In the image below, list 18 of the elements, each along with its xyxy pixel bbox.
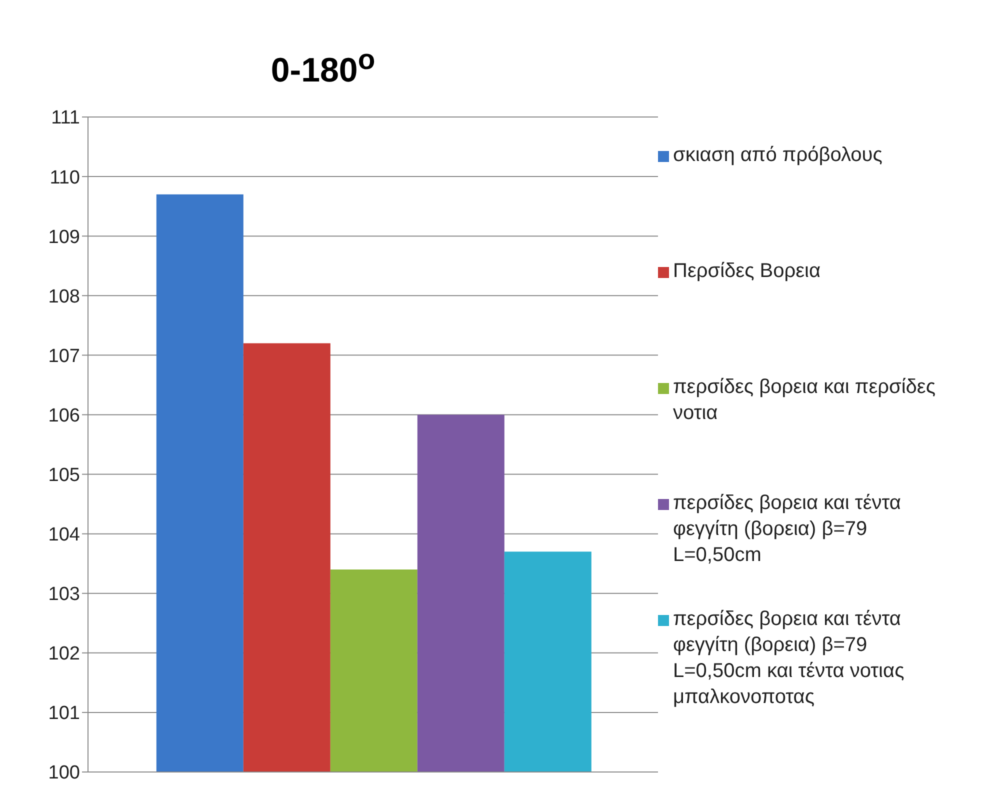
y-tick-label: 100 — [48, 762, 80, 784]
y-tick-label: 103 — [48, 584, 80, 606]
legend-label: Περσίδες Βορεια — [673, 259, 821, 284]
y-tick-label: 110 — [50, 167, 80, 188]
y-tick-label: 106 — [48, 405, 80, 426]
y-tick-label: 104 — [48, 524, 80, 546]
chart-title: 0-180$^{o}$ — [270, 43, 376, 92]
legend-label: περσίδες βορεια και τέντα φεγγίτη (βορεια) β=79 L=0,50cm — [673, 491, 902, 568]
y-tick-label: 101 — [48, 703, 80, 724]
y-tick-label: 102 — [48, 644, 80, 665]
legend-label: περσίδες βορεια και περσίδες νοτια — [673, 375, 936, 426]
legend-label: σκιαση από πρόβολους — [673, 143, 882, 168]
y-tick-label: 108 — [48, 286, 80, 308]
y-tick-label: 109 — [48, 226, 80, 248]
y-tick-label: 105 — [48, 465, 80, 486]
legend-label: περσίδες βορεια και τέντα φεγγίτη (βορεια) β=79 L=0,50cm και τέντα νοτιας μπαλκονοποτας — [673, 607, 906, 710]
y-tick-label: 111 — [51, 108, 80, 129]
y-tick-label: 107 — [48, 346, 80, 367]
